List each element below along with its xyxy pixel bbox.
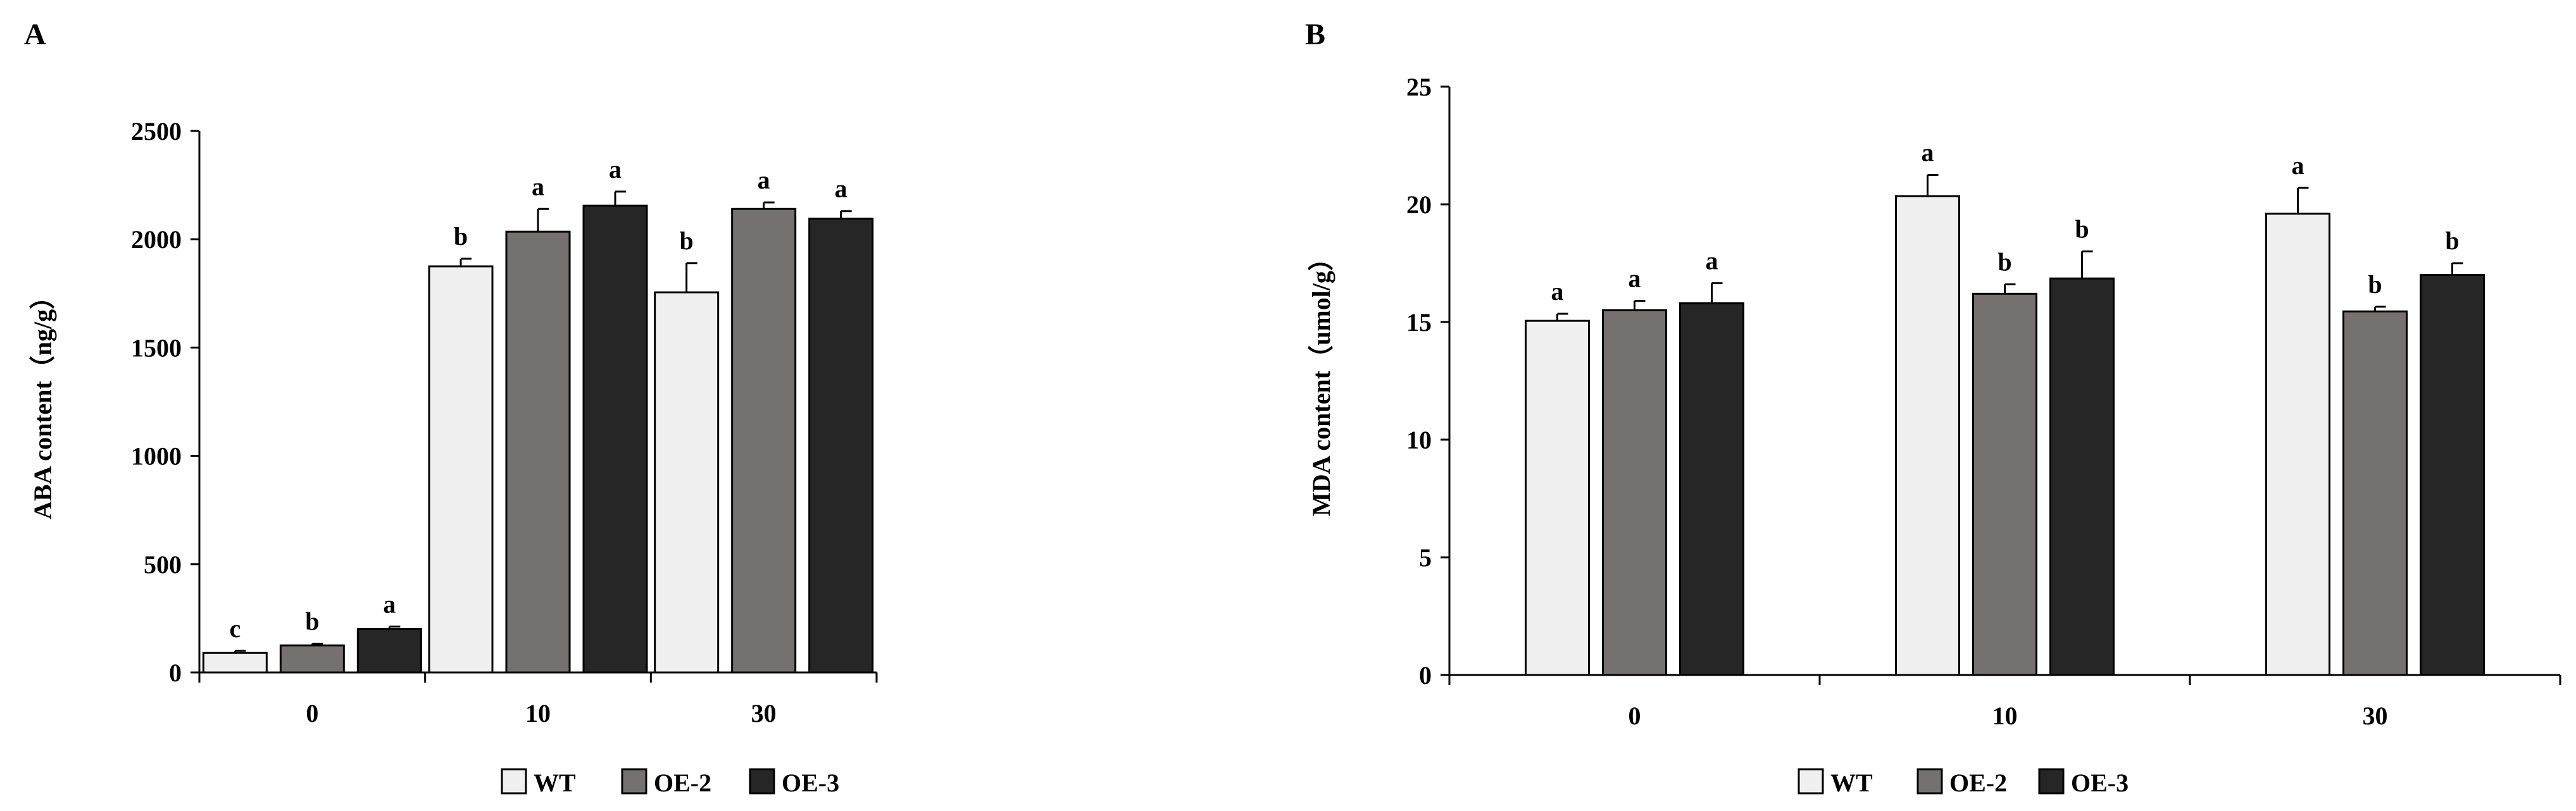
panel-letter: A — [24, 18, 46, 51]
y-tick-label: 1000 — [131, 442, 182, 471]
panel-letter: B — [1305, 18, 1325, 51]
significance-label: a — [835, 175, 847, 203]
y-tick-label: 5 — [1419, 543, 1432, 572]
significance-label: a — [609, 155, 622, 183]
significance-label: a — [1922, 139, 1934, 167]
x-tick-label: 0 — [1629, 702, 1641, 730]
y-tick-label: 1500 — [131, 333, 182, 362]
legend-label: OE-3 — [2071, 769, 2129, 797]
legend-label: OE-2 — [654, 769, 711, 797]
x-tick-label: 0 — [306, 699, 318, 727]
bar — [2342, 310, 2408, 676]
legend-swatch — [749, 768, 775, 795]
bar — [202, 652, 268, 674]
significance-label: a — [532, 172, 544, 201]
bar — [582, 204, 648, 674]
bar — [2265, 213, 2330, 676]
y-tick-label: 15 — [1406, 308, 1432, 337]
bar — [1602, 309, 1667, 676]
y-axis-title: ABA content（ng/g） — [28, 284, 57, 519]
y-tick-label: 2500 — [131, 117, 182, 145]
y-tick-label: 500 — [144, 550, 182, 579]
y-tick-label: 25 — [1406, 73, 1432, 101]
bar — [279, 644, 345, 674]
legend-label: OE-3 — [782, 769, 839, 797]
y-tick-label: 0 — [169, 659, 182, 687]
bar — [1972, 292, 2037, 676]
significance-label: b — [454, 222, 468, 251]
legend-swatch — [1916, 768, 1943, 795]
legend-label: WT — [1830, 769, 1873, 797]
legend-swatch — [621, 768, 647, 795]
x-tick-label: 30 — [2363, 702, 2388, 730]
bar — [428, 265, 494, 674]
significance-label: b — [1998, 247, 2011, 276]
legend-swatch — [1798, 768, 1824, 795]
bar — [1895, 195, 1960, 676]
bar — [654, 291, 720, 674]
legend-swatch — [2038, 768, 2065, 795]
chart-panel-a: A 0 500 1000 1500 2000 2500 ABA content（ng/g） 0 c… — [24, 18, 878, 797]
significance-label: b — [305, 607, 319, 635]
significance-label: b — [2075, 214, 2089, 243]
y-tick-label: 10 — [1406, 426, 1432, 454]
bar — [356, 628, 422, 674]
legend-label: WT — [534, 769, 576, 797]
y-tick-label: 20 — [1406, 190, 1432, 219]
x-tick-label: 10 — [525, 699, 551, 727]
significance-label: a — [758, 166, 770, 194]
y-tick-label: 2000 — [131, 225, 182, 254]
significance-label: b — [2368, 270, 2382, 299]
bar — [731, 207, 797, 674]
significance-label: a — [1706, 247, 1718, 275]
bar — [2420, 274, 2485, 676]
y-tick-label: 0 — [1419, 661, 1432, 690]
legend-swatch — [501, 768, 527, 795]
bar — [1525, 319, 1590, 676]
chart-panel-b: B 0 5 10 15 20 25 MDA content（umol/g） 0 a a a 10 a b b 3… — [1305, 18, 2561, 797]
x-tick-label: 30 — [751, 699, 777, 727]
significance-label: a — [1629, 264, 1641, 293]
significance-label: c — [229, 614, 241, 643]
x-tick-label: 10 — [1992, 702, 2018, 730]
significance-label: b — [680, 226, 694, 255]
bar — [1679, 302, 1744, 676]
bar — [808, 218, 874, 674]
significance-label: a — [2292, 151, 2304, 180]
legend-label: OE-2 — [1949, 769, 2007, 797]
bar — [505, 230, 571, 674]
significance-label: a — [383, 590, 396, 618]
significance-label: b — [2445, 226, 2459, 255]
significance-label: a — [1551, 277, 1564, 306]
y-axis-title: MDA content（umol/g） — [1307, 245, 1335, 516]
bar — [2049, 277, 2115, 676]
